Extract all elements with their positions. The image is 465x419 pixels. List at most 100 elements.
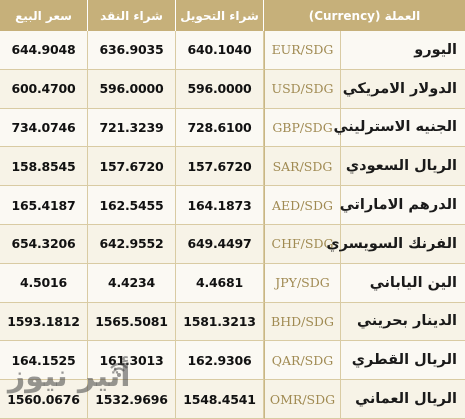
currency-code-cell: GBP/SDG (272, 119, 333, 135)
currency-code-cell: QAR/SDG (271, 352, 334, 368)
currency-code-cell: AED/SDG (272, 197, 333, 213)
table-cell: 161.3013 (88, 341, 176, 381)
sell-price-cell: 158.8545 (11, 158, 76, 174)
table-cell: 721.3239 (88, 108, 176, 148)
transfer-buy-cell: 640.1040 (187, 42, 252, 58)
transfer-buy-cell: 596.0000 (187, 81, 252, 97)
table-cell: 654.3206 (0, 224, 88, 264)
table-cell: الدينار بحريني (341, 302, 465, 342)
sell-price-cell: 164.1525 (11, 352, 76, 368)
table-cell: 157.6720 (88, 147, 176, 187)
table-cell: 1565.5081 (88, 302, 176, 342)
table-cell: 162.9306 (176, 341, 264, 381)
cash-buy-cell: 161.3013 (99, 352, 164, 368)
table-cell: 1593.1812 (0, 302, 88, 342)
table-cell: GBP/SDG (264, 108, 341, 148)
header-cash-buy: شراء النقد (88, 0, 176, 31)
table-cell: 158.8545 (0, 147, 88, 187)
table-cell: 1548.4541 (176, 380, 264, 419)
sell-price-cell: 165.4187 (11, 197, 76, 213)
table-cell: 1560.0676 (0, 380, 88, 419)
transfer-buy-cell: 4.4681 (195, 275, 244, 291)
currency-name-cell: اليورو (414, 41, 457, 58)
table-cell: 600.4700 (0, 69, 88, 109)
table-cell: 596.0000 (88, 69, 176, 109)
table-cell: الريال السعودي (341, 147, 465, 187)
currency-code-cell: BHD/SDG (271, 313, 334, 329)
table-cell: الجنيه الاسترليني (334, 108, 465, 148)
table-cell: الريال العماني (341, 380, 465, 419)
sell-price-cell: 1593.1812 (7, 313, 80, 329)
sell-price-cell: 734.0746 (11, 119, 76, 135)
table-cell: 1581.3213 (176, 302, 264, 342)
transfer-buy-cell: 162.9306 (187, 352, 252, 368)
table-cell: 164.1873 (176, 186, 264, 225)
transfer-buy-cell: 649.4497 (187, 236, 252, 252)
currency-code-cell: USD/SDG (271, 81, 334, 97)
table-cell: SAR/SDG (264, 147, 341, 187)
table-cell: 728.6100 (176, 108, 264, 148)
cash-buy-cell: 157.6720 (99, 158, 164, 174)
table-cell: 636.9035 (88, 31, 176, 70)
sell-price-cell: 600.4700 (11, 81, 76, 97)
currency-name-cell: الريال القطري (351, 352, 457, 369)
currency-code-cell: JPY/SDG (275, 275, 330, 291)
table-cell: USD/SDG (264, 69, 341, 109)
table-cell: 596.0000 (176, 69, 264, 109)
cash-buy-cell: 1532.9696 (95, 391, 168, 407)
table-cell: OMR/SDG (264, 380, 341, 419)
table-cell: 644.9048 (0, 31, 88, 70)
table-cell: الين الياباني (341, 263, 465, 303)
cash-buy-cell: 636.9035 (99, 42, 164, 58)
currency-code-cell: SAR/SDG (272, 158, 333, 174)
table-cell: 4.5016 (0, 263, 88, 303)
currency-name-cell: الريال العماني (355, 391, 457, 408)
table-cell: BHD/SDG (264, 302, 341, 342)
header-sell-price: سعر البيع (0, 0, 88, 31)
sell-price-cell: 1560.0676 (7, 391, 80, 407)
currency-name-cell: الدولار الامريكي (342, 80, 457, 97)
cash-buy-cell: 596.0000 (99, 81, 164, 97)
table-cell: 4.4234 (88, 263, 176, 303)
table-cell: EUR/SDG (264, 31, 341, 70)
header-currency: العملة (Currency) (264, 0, 465, 31)
table-cell: اليورو (341, 31, 465, 70)
currency-code-cell: OMR/SDG (269, 391, 336, 407)
table-cell: 734.0746 (0, 108, 88, 148)
currency-name-cell: الين الياباني (369, 274, 457, 291)
table-cell: 4.4681 (176, 263, 264, 303)
sell-price-cell: 4.5016 (19, 275, 68, 291)
cash-buy-cell: 4.4234 (107, 275, 156, 291)
cash-buy-cell: 162.5455 (99, 197, 164, 213)
currency-name-cell: الفرنك السويسري (326, 235, 457, 252)
currency-name-cell: الدينار بحريني (357, 313, 457, 330)
table-cell: 640.1040 (176, 31, 264, 70)
currency-code-cell: CHF/SDG (271, 236, 334, 252)
cash-buy-cell: 642.9552 (99, 236, 164, 252)
table-cell: CHF/SDG (264, 224, 341, 264)
transfer-buy-cell: 157.6720 (187, 158, 252, 174)
currency-name-cell: الريال السعودي (345, 158, 457, 175)
table-cell: الريال القطري (341, 341, 465, 381)
table-cell: 157.6720 (176, 147, 264, 187)
sell-price-cell: 644.9048 (11, 42, 76, 58)
table-cell: 649.4497 (176, 224, 264, 264)
table-cell: 1532.9696 (88, 380, 176, 419)
transfer-buy-cell: 1581.3213 (183, 313, 256, 329)
table-cell: الدولار الامريكي (341, 69, 465, 109)
header-transfer-buy: شراء التحويل (176, 0, 264, 31)
table-cell: QAR/SDG (264, 341, 341, 381)
table-cell: 162.5455 (88, 186, 176, 225)
table-cell: 164.1525 (0, 341, 88, 381)
table-cell: 642.9552 (88, 224, 176, 264)
sell-price-cell: 654.3206 (11, 236, 76, 252)
cash-buy-cell: 1565.5081 (95, 313, 168, 329)
currency-name-cell: الدرهم الاماراتي (339, 197, 457, 214)
currency-code-cell: EUR/SDG (271, 42, 334, 58)
transfer-buy-cell: 728.6100 (187, 119, 252, 135)
transfer-buy-cell: 164.1873 (187, 197, 252, 213)
cash-buy-cell: 721.3239 (99, 119, 164, 135)
table-cell: AED/SDG (264, 186, 341, 225)
currency-name-cell: الجنيه الاسترليني (333, 119, 457, 136)
